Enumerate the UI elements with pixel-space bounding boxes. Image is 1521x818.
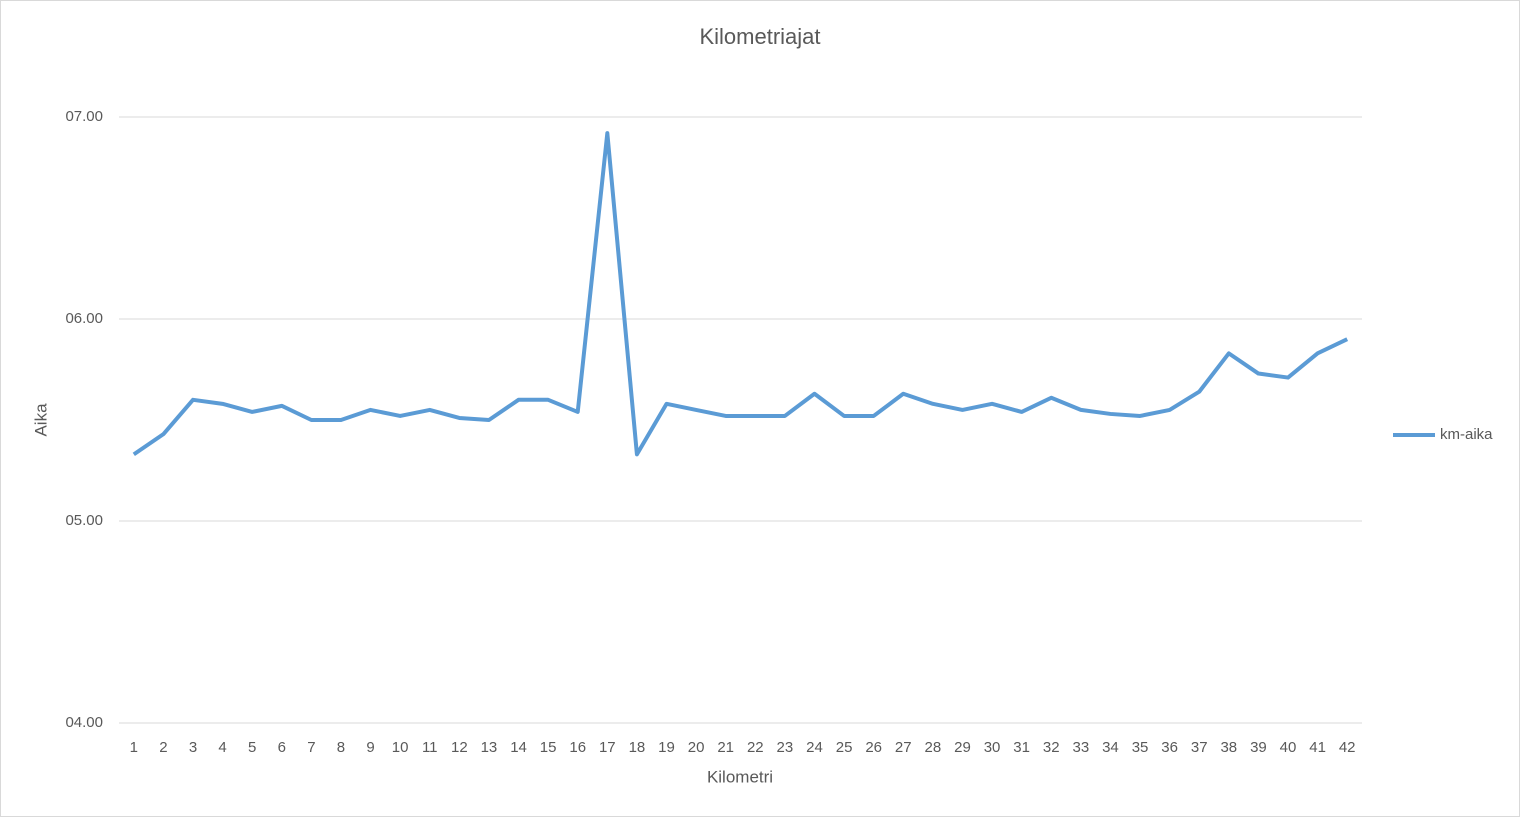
x-tick-label: 18 [629, 739, 646, 756]
x-tick-label: 11 [422, 739, 438, 756]
x-tick-label: 39 [1250, 739, 1267, 756]
x-tick-label: 7 [307, 739, 315, 756]
data-line [132, 131, 1349, 457]
x-axis-title: Kilometri [707, 767, 773, 786]
x-tick-label: 12 [451, 739, 468, 756]
x-tick-label: 35 [1132, 739, 1149, 756]
x-tick-label: 6 [278, 739, 286, 756]
legend-label: km-aika [1440, 426, 1493, 443]
x-tick-label: 15 [540, 739, 557, 756]
x-tick-label: 25 [836, 739, 853, 756]
x-tick-label: 36 [1161, 739, 1178, 756]
x-tick-label: 28 [925, 739, 942, 756]
x-tick-label: 22 [747, 739, 764, 756]
x-tick-label: 4 [218, 739, 226, 756]
x-tick-label: 27 [895, 739, 912, 756]
x-tick-label: 16 [569, 739, 586, 756]
x-tick-label: 10 [392, 739, 409, 756]
x-tick-label: 37 [1191, 739, 1208, 756]
y-axis-title: Aika [31, 403, 50, 437]
x-tick-label: 41 [1309, 739, 1326, 756]
x-tick-label: 31 [1013, 739, 1030, 756]
x-tick-label: 17 [599, 739, 616, 756]
x-tick-label: 9 [366, 739, 374, 756]
x-tick-label: 8 [337, 739, 345, 756]
x-tick-label: 23 [777, 739, 794, 756]
x-tick-label: 26 [865, 739, 882, 756]
x-tick-label: 5 [248, 739, 256, 756]
x-tick-label: 1 [130, 739, 138, 756]
x-tick-label: 20 [688, 739, 705, 756]
x-tick-label: 34 [1102, 739, 1119, 756]
x-tick-label: 30 [984, 739, 1001, 756]
x-tick-label: 24 [806, 739, 823, 756]
x-tick-label: 33 [1073, 739, 1090, 756]
x-tick-label: 32 [1043, 739, 1060, 756]
x-tick-label: 19 [658, 739, 675, 756]
y-tick-label: 05.00 [65, 512, 103, 529]
x-tick-label: 21 [717, 739, 734, 756]
x-tick-label: 38 [1220, 739, 1237, 756]
x-tick-label: 14 [510, 739, 527, 756]
chart-title: Kilometriajat [699, 24, 820, 49]
x-tick-label: 29 [954, 739, 971, 756]
y-tick-label: 04.00 [65, 714, 103, 731]
x-tick-label: 3 [189, 739, 197, 756]
x-tick-label: 40 [1280, 739, 1297, 756]
y-tick-label: 07.00 [65, 108, 103, 125]
y-tick-label: 06.00 [65, 310, 103, 327]
x-tick-label: 2 [159, 739, 167, 756]
x-tick-label: 13 [481, 739, 498, 756]
x-tick-label: 42 [1339, 739, 1356, 756]
